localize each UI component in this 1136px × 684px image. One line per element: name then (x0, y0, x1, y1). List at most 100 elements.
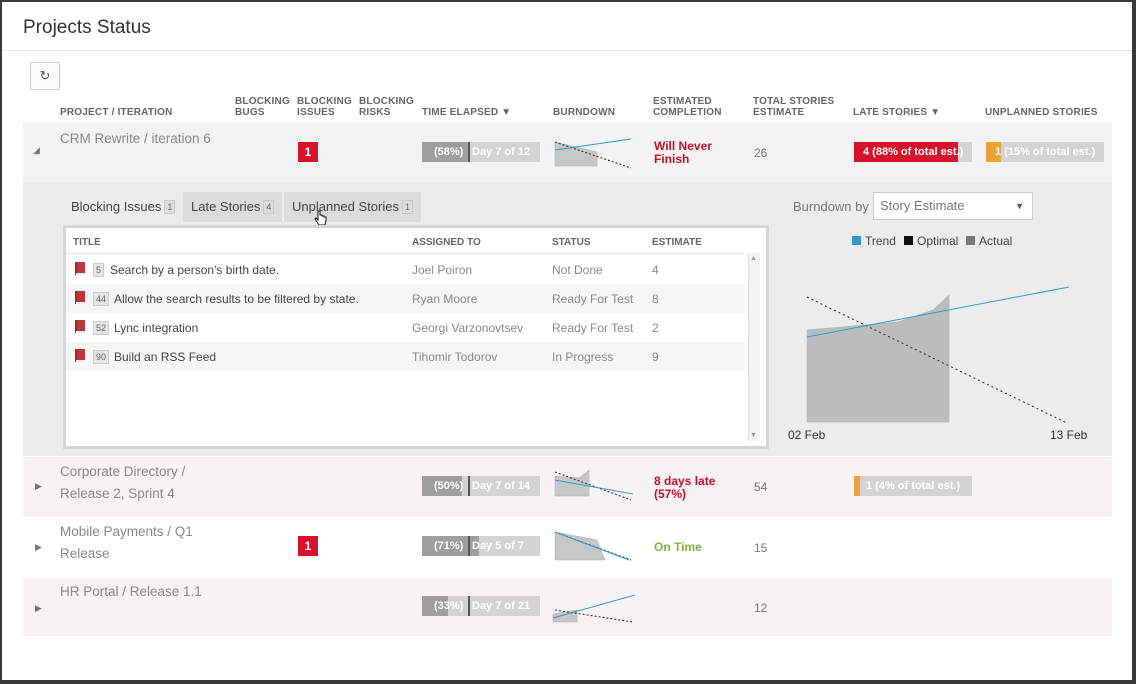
blocking-issues-badge[interactable]: 1 (298, 536, 318, 556)
estimated-completion: 8 days late (57%) (654, 475, 715, 501)
project-name[interactable]: HR Portal / Release 1.1 (60, 581, 202, 603)
col-label: TOTAL STORIES (753, 96, 835, 107)
select-value: Story Estimate (880, 198, 965, 213)
col-late-stories[interactable]: LATE STORIES ▼ (853, 107, 941, 118)
story-assignee: Tihomir Todorov (412, 350, 498, 364)
grid-header-assigned[interactable]: ASSIGNED TO (412, 237, 481, 248)
table-row[interactable]: 44 Allow the search results to be filter… (66, 284, 745, 313)
table-row[interactable]: 90 Build an RSS Feed Tihomir Todorov In … (66, 342, 745, 371)
col-unplanned-stories[interactable]: UNPLANNED STORIES (985, 107, 1098, 118)
legend-swatch (904, 236, 913, 245)
trend-line (554, 479, 634, 495)
optimal-line (554, 141, 632, 169)
late-fill (854, 142, 958, 162)
col-estimated-completion[interactable]: ESTIMATED COMPLETION (653, 96, 722, 118)
trend-line (554, 138, 632, 151)
tab-late-stories[interactable]: Late Stories 4 (183, 192, 283, 222)
scroll-down-icon[interactable]: ▼ (750, 432, 757, 439)
vertical-scrollbar[interactable]: ▲ ▼ (748, 253, 760, 441)
table-row[interactable] (23, 578, 1112, 636)
time-elapsed-fill (422, 596, 448, 616)
story-status: Ready For Test (552, 292, 634, 306)
burndown-sparkline[interactable] (551, 528, 635, 562)
stories-grid: TITLE ASSIGNED TO STATUS ESTIMATE 5 Sear… (63, 225, 769, 449)
story-estimate: 4 (652, 263, 659, 277)
est-line: Will Never (654, 139, 712, 153)
col-label: BLOCKING (235, 96, 290, 107)
time-day-label: Day 7 of 12 (472, 146, 531, 158)
time-pct-label: (50%) (434, 480, 464, 492)
blocking-issues-badge[interactable]: 1 (298, 142, 318, 162)
col-burndown[interactable]: BURNDOWN (553, 107, 616, 118)
grid-header-estimate[interactable]: ESTIMATE (652, 237, 702, 248)
grid-header-status[interactable]: STATUS (552, 237, 591, 248)
tab-unplanned-stories[interactable]: Unplanned Stories 1 (284, 192, 421, 222)
late-stories-badge[interactable]: 4 (88% of total est.) (854, 142, 972, 162)
unplanned-stories-badge[interactable]: 1 (15% of total est.) (986, 142, 1104, 162)
divider (2, 50, 1132, 51)
story-assignee: Joel Poiron (412, 263, 473, 277)
col-label: BUGS (235, 107, 265, 118)
story-title[interactable]: Search by a person's birth date. (110, 263, 280, 277)
time-marker (468, 536, 470, 556)
col-blocking-issues[interactable]: BLOCKING ISSUES (297, 96, 352, 118)
project-name-line: Corporate Directory / (60, 464, 186, 479)
project-name-line: Release 2, Sprint 4 (60, 486, 175, 501)
story-title[interactable]: Lync integration (114, 321, 199, 335)
table-row[interactable]: 5 Search by a person's birth date. Joel … (66, 255, 745, 284)
burndown-by-label: Burndown by (793, 199, 869, 214)
col-label: ISSUES (297, 107, 335, 118)
legend-trend: Trend (852, 234, 896, 248)
x-axis-start-label: 02 Feb (788, 428, 826, 442)
col-blocking-bugs[interactable]: BLOCKING BUGS (235, 96, 290, 118)
project-name[interactable]: CRM Rewrite / iteration 6 (60, 128, 211, 150)
story-title[interactable]: Build an RSS Feed (114, 350, 217, 364)
tab-count: 1 (164, 200, 176, 214)
col-label: ESTIMATED (653, 96, 712, 107)
time-marker (468, 596, 470, 616)
story-status: In Progress (552, 350, 614, 364)
col-time-elapsed[interactable]: TIME ELAPSED ▼ (422, 107, 512, 118)
project-name-line: Release (60, 546, 110, 561)
expand-icon[interactable]: ▶ (35, 603, 42, 613)
burndown-by-select[interactable]: Story Estimate ▼ (873, 192, 1033, 220)
tab-count: 4 (263, 200, 275, 214)
refresh-button[interactable]: ↻ (30, 62, 60, 90)
grid-header-title[interactable]: TITLE (73, 237, 101, 248)
project-name-line: HR Portal / Release 1.1 (60, 584, 202, 599)
burndown-sparkline[interactable] (551, 468, 635, 502)
est-line: (57%) (654, 487, 687, 501)
col-project[interactable]: PROJECT / ITERATION (60, 107, 173, 118)
col-label: ESTIMATE (753, 107, 805, 118)
collapse-icon[interactable]: ◢ (33, 145, 40, 155)
scroll-up-icon[interactable]: ▲ (750, 255, 757, 262)
expand-icon[interactable]: ▶ (35, 542, 42, 552)
est-line: On Time (654, 540, 702, 554)
trend-line (552, 594, 635, 619)
col-total-stories[interactable]: TOTAL STORIES ESTIMATE (753, 96, 834, 118)
legend-actual: Actual (966, 234, 1012, 248)
time-marker (468, 142, 470, 162)
expand-icon[interactable]: ▶ (35, 481, 42, 491)
col-blocking-risks[interactable]: BLOCKING RISKS (359, 96, 414, 118)
table-row[interactable]: 52 Lync integration Georgi Varzonovtsev … (66, 313, 745, 342)
tab-blocking-issues[interactable]: Blocking Issues 1 (63, 192, 183, 222)
time-elapsed-fill (422, 476, 462, 496)
project-name-line: CRM Rewrite / iteration 6 (60, 131, 211, 146)
story-estimate: 9 (652, 350, 659, 364)
burndown-sparkline[interactable] (551, 590, 635, 624)
story-id: 52 (93, 321, 110, 335)
optimal-line (554, 471, 632, 501)
story-title[interactable]: Allow the search results to be filtered … (114, 292, 359, 306)
project-name[interactable]: Mobile Payments / Q1 Release (60, 521, 193, 565)
late-stories-badge[interactable]: 1 (4% of total est.) (854, 476, 972, 496)
burndown-sparkline[interactable] (551, 136, 635, 170)
time-pct-label: (58%) (434, 146, 464, 158)
late-label: 1 (4% of total est.) (866, 480, 961, 492)
project-name[interactable]: Corporate Directory / Release 2, Sprint 4 (60, 461, 185, 505)
refresh-icon: ↻ (39, 68, 51, 83)
burndown-chart[interactable] (793, 277, 1093, 427)
time-day-label: Day 5 of 7 (472, 540, 524, 552)
late-fill (854, 476, 860, 496)
chevron-down-icon: ▼ (1015, 201, 1024, 211)
